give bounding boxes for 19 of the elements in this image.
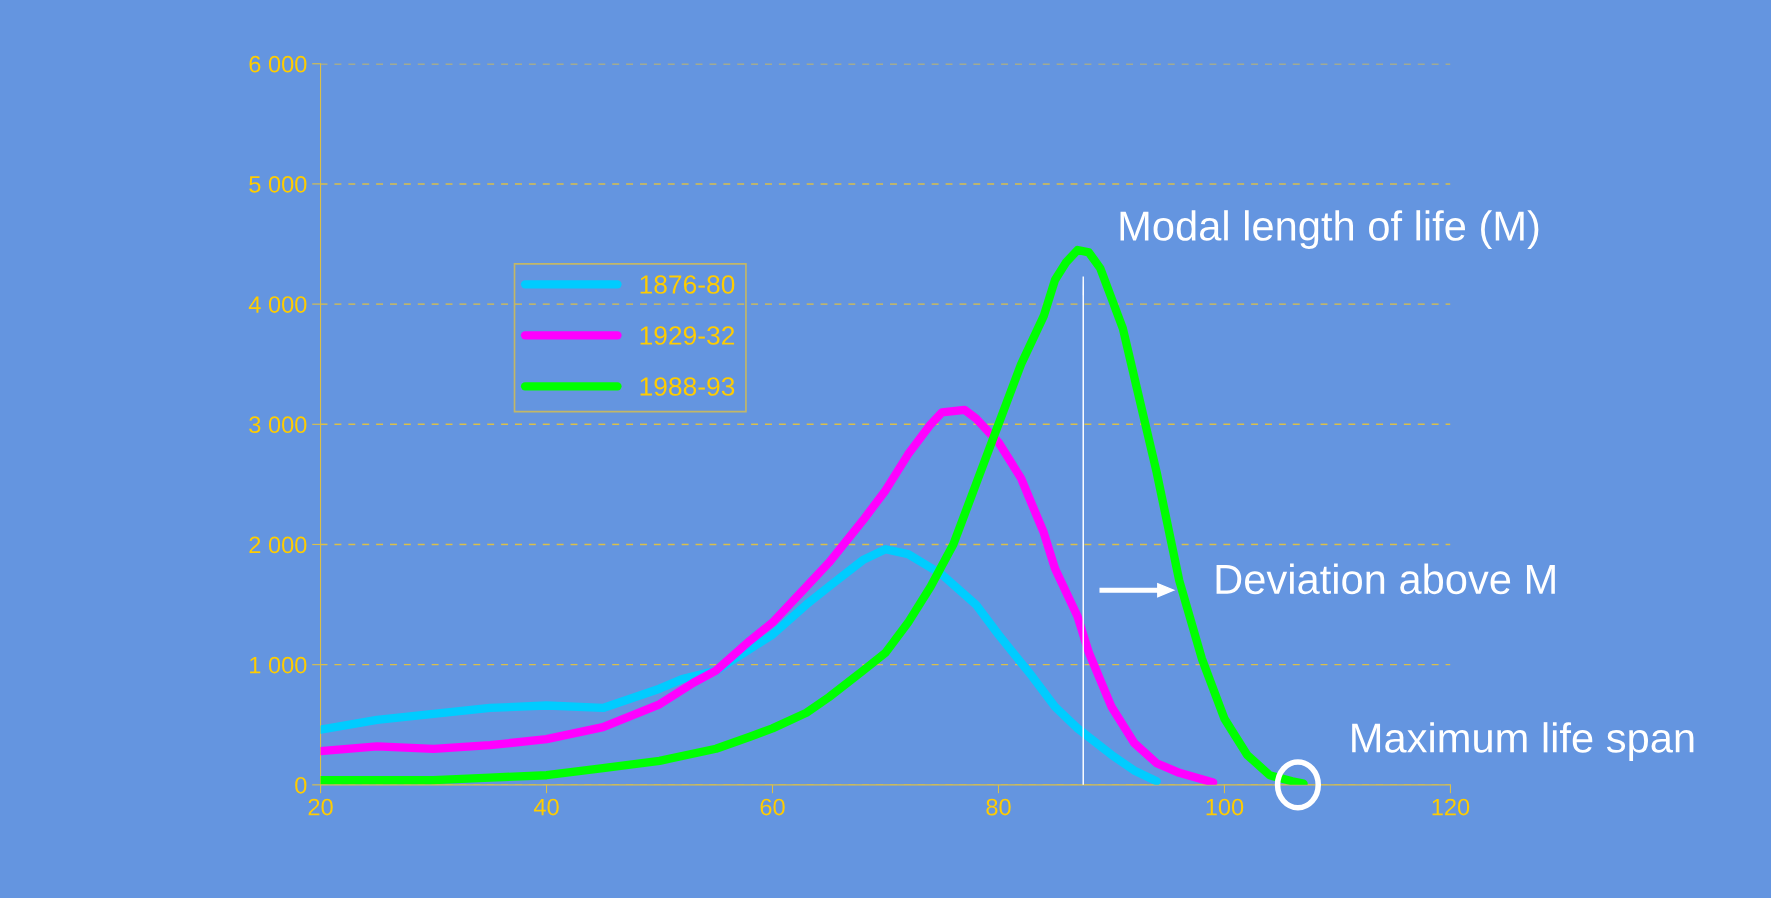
x-tick-label: 40 [533, 798, 559, 816]
x-tick-label: 120 [1432, 798, 1470, 816]
annotation: Deviation above M [1216, 563, 1555, 595]
x-tick-label: 100 [1206, 798, 1244, 816]
legend-label: 1988-93 [640, 377, 735, 396]
y-tick-label: 0 [295, 776, 307, 794]
x-tick-label: 80 [986, 798, 1011, 816]
legend-label: 1876-80 [640, 275, 735, 294]
y-tick-label: 6 000 [249, 55, 307, 73]
y-tick-label: 5 000 [249, 176, 307, 193]
y-tick-label: 2 000 [249, 536, 307, 554]
annotation: Modal length of life (M) [1120, 210, 1539, 250]
y-tick-label: 3 000 [249, 416, 307, 434]
y-tick-label: 1 000 [250, 656, 307, 674]
legend-label: 1929-32 [640, 326, 735, 345]
x-tick-label: 20 [308, 798, 333, 816]
y-tick-label: 4 000 [248, 296, 307, 313]
annotation: Maximum life span [1352, 722, 1694, 762]
x-tick-label: 60 [760, 798, 785, 816]
